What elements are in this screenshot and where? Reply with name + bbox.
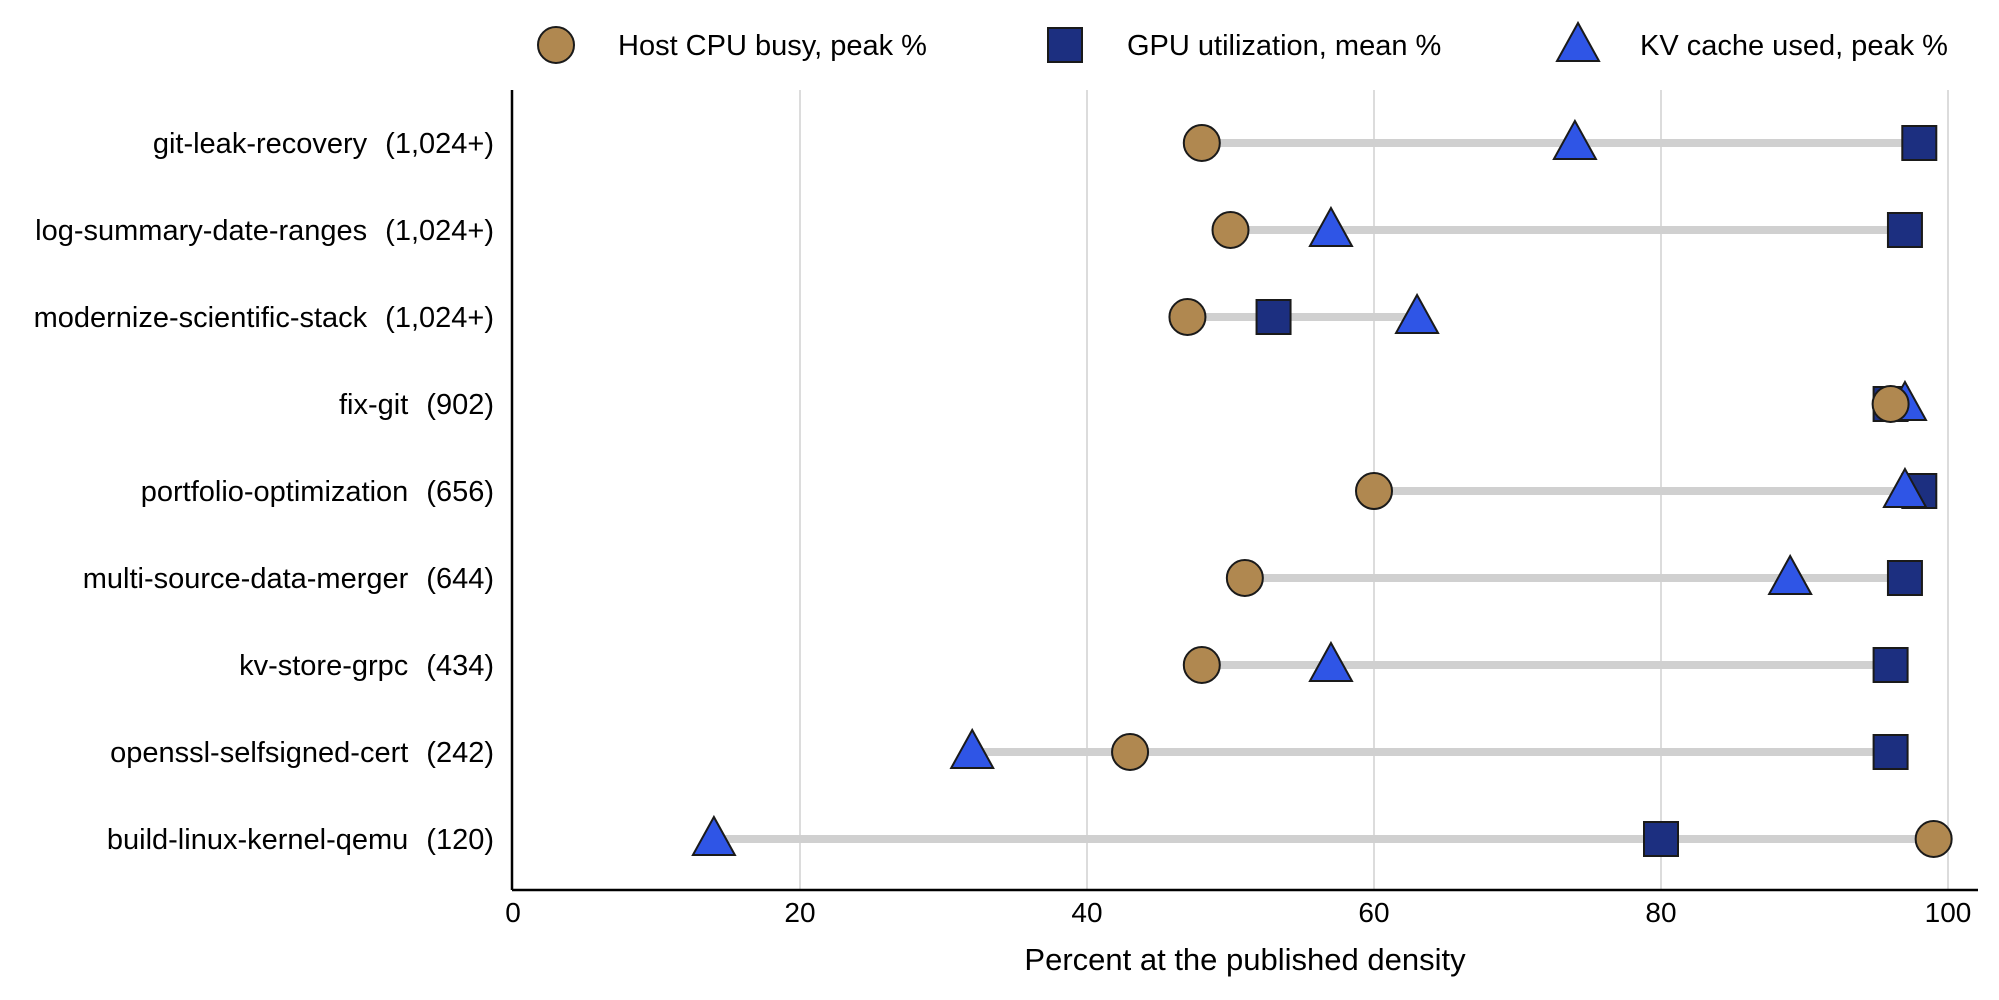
category-label: modernize-scientific-stack (1,024+) [34,302,494,334]
category-name: fix-git [339,389,408,421]
legend-circle-icon [537,26,575,64]
circle-marker [1182,646,1221,684]
legend-label: GPU utilization, mean % [1127,30,1441,62]
legend-label: KV cache used, peak % [1640,30,1948,62]
circle-marker [1355,472,1393,510]
circle-marker [1168,298,1207,336]
legend-item: GPU utilization, mean % [1047,27,1441,63]
x-tick-label: 80 [1645,897,1676,928]
category-count: (1,024+) [385,302,494,334]
x-tick-label: 60 [1358,897,1389,928]
x-tick-label: 20 [784,897,815,928]
category-label: multi-source-data-merger (644) [83,563,494,595]
category-name: portfolio-optimization [141,476,409,508]
legend-item: Host CPU busy, peak % [537,26,927,64]
category-count: (1,024+) [385,215,494,247]
square-marker [1886,560,1923,596]
triangle-marker [1882,466,1928,508]
triangle-marker [1767,553,1813,595]
x-tick-label: 0 [505,897,521,928]
axes: 0 20 40 60 80 100 [505,90,1978,928]
triangle-marker [1552,118,1598,160]
category-name: openssl-selfsigned-cert [110,737,408,769]
category-name: git-leak-recovery [153,128,368,160]
triangle-marker [949,727,995,769]
category-count: (1,024+) [385,128,494,160]
connector-lines [713,139,1934,843]
x-axis-title: Percent at the published density [1024,942,1466,977]
circle-marker [1211,211,1250,249]
triangle-marker [1394,292,1440,334]
category-name: multi-source-data-merger [83,563,409,595]
category-name: modernize-scientific-stack [34,302,368,334]
legend-label: Host CPU busy, peak % [618,30,927,62]
circle-marker [1111,733,1150,771]
category-label: fix-git (902) [339,389,494,421]
circle-marker [1914,820,1953,858]
legend-triangle-icon [1555,20,1601,62]
legend-item: KV cache used, peak % [1555,20,1948,62]
legend: Host CPU busy, peak % GPU utilization, me… [537,20,1948,64]
category-labels: git-leak-recovery (1,024+)log-summary-dat… [34,128,494,856]
data-markers [691,118,1953,858]
category-label: build-linux-kernel-qemu (120) [107,824,494,856]
category-label: git-leak-recovery (1,024+) [153,128,494,160]
category-count: (902) [426,389,494,421]
square-marker [1255,299,1292,335]
circle-marker [1871,385,1910,423]
category-name: log-summary-date-ranges [35,215,367,247]
category-label: kv-store-grpc (434) [239,650,494,682]
category-label: log-summary-date-ranges (1,024+) [35,215,494,247]
circle-marker [1225,559,1264,597]
category-count: (656) [426,476,494,508]
category-count: (434) [426,650,494,682]
triangle-marker [691,814,737,856]
category-label: portfolio-optimization (656) [141,476,494,508]
category-count: (242) [426,737,494,769]
x-tick-label: 40 [1071,897,1102,928]
category-name: kv-store-grpc [239,650,408,682]
x-tick-label: 100 [1925,897,1972,928]
category-count: (120) [426,824,494,856]
legend-square-icon [1047,27,1083,63]
square-marker [1886,212,1923,248]
square-marker [1901,125,1938,161]
triangle-marker [1308,205,1354,247]
square-marker [1643,821,1679,857]
category-count: (644) [426,563,494,595]
category-label: openssl-selfsigned-cert (242) [110,737,494,769]
circle-marker [1182,124,1221,162]
triangle-marker [1308,640,1354,682]
square-marker [1872,734,1909,770]
category-name: build-linux-kernel-qemu [107,824,408,856]
square-marker [1872,647,1909,683]
